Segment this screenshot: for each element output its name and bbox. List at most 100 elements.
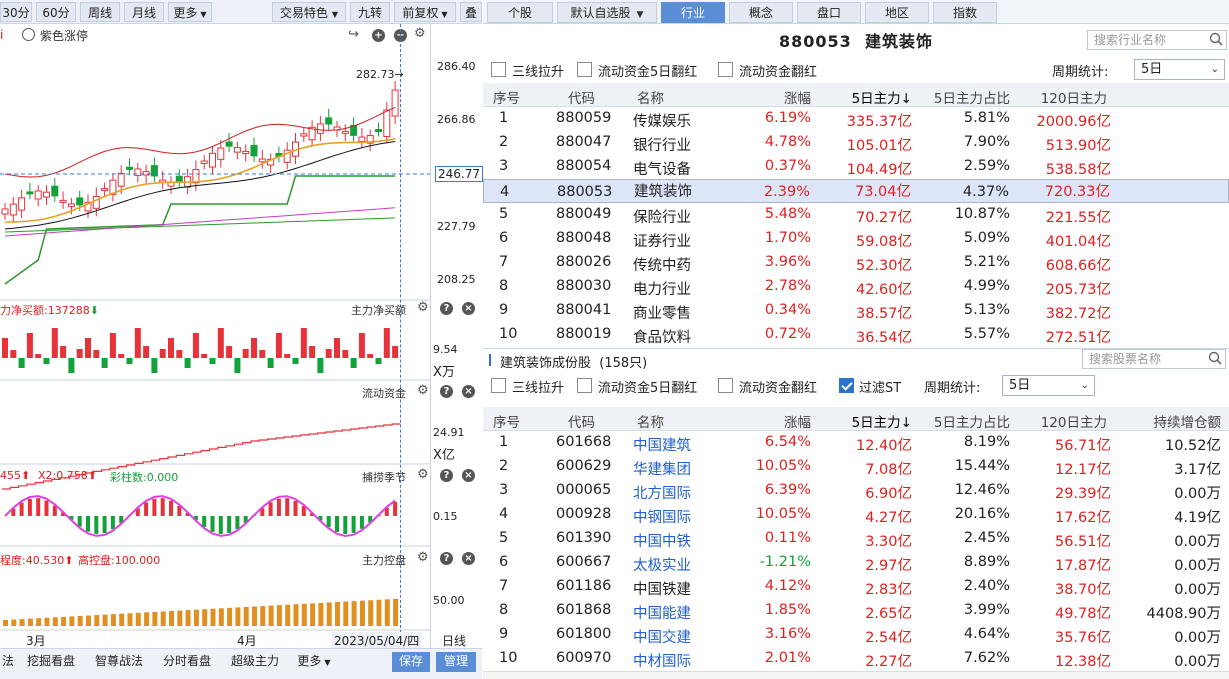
- help-icon[interactable]: ?: [440, 552, 453, 565]
- kline-chart[interactable]: [0, 24, 430, 648]
- flow5-red-checkbox[interactable]: [577, 62, 592, 77]
- table-row[interactable]: 10 600970 中材国际 2.01% 2.27亿 7.62% 12.38亿 0.00万: [483, 647, 1229, 671]
- help-icon[interactable]: ?: [440, 302, 453, 315]
- help-icon[interactable]: ?: [440, 385, 453, 398]
- col-header[interactable]: 名称: [637, 415, 664, 431]
- table-row[interactable]: 3 880054 电气设备 0.37% 104.49亿 2.59% 538.58亿: [483, 155, 1229, 179]
- col-header[interactable]: 序号: [493, 91, 520, 107]
- col-header[interactable]: 代码: [568, 91, 595, 107]
- period-30min-button[interactable]: 30分: [0, 2, 32, 22]
- period-month-button[interactable]: 月线: [124, 2, 164, 22]
- more-button[interactable]: 更多 ▼: [292, 652, 336, 672]
- table-row[interactable]: 2 600629 华建集团 10.05% 7.08亿 15.44% 12.17亿 3.17亿: [483, 455, 1229, 479]
- panel4-value-a: 程度:40.530⬆: [0, 554, 74, 567]
- tab-industry[interactable]: 行业: [661, 2, 725, 23]
- tab-concept[interactable]: 概念: [729, 2, 793, 23]
- tab-watchlist[interactable]: 默认自选股 ▼: [557, 2, 657, 23]
- trade-feature-button[interactable]: 交易特色 ▼: [272, 2, 346, 22]
- table-row[interactable]: 10 880019 食品饮料 0.72% 36.54亿 5.57% 272.51亿: [483, 323, 1229, 347]
- cell-name: 太极实业: [633, 558, 691, 574]
- gear-icon[interactable]: ⚙: [414, 26, 426, 41]
- col-header[interactable]: 涨幅: [784, 91, 811, 107]
- manage-button[interactable]: 管理: [436, 652, 476, 672]
- strategy-button[interactable]: 法: [1, 654, 14, 668]
- table-row[interactable]: 7 880026 传统中药 3.96% 52.30亿 5.21% 608.66亿: [483, 251, 1229, 275]
- cell-5d-ratio: 12.46%: [954, 482, 1010, 498]
- table-row[interactable]: 3 000065 北方国际 6.39% 6.90亿 12.46% 29.39亿 0.00万: [483, 479, 1229, 503]
- col-header[interactable]: 5日主力占比: [933, 415, 1010, 431]
- more-periods-button[interactable]: 更多 ▼: [168, 2, 212, 22]
- zoom-in-icon[interactable]: +: [372, 29, 385, 42]
- chart-pane[interactable]: 30分 60分 周线 月线 更多 ▼ 交易特色 ▼ 九转 前复权 ▼ 叠 i 紫色涨停…: [0, 0, 483, 679]
- help-icon[interactable]: ?: [440, 469, 453, 482]
- save-button[interactable]: 保存: [392, 652, 430, 672]
- col-header[interactable]: 序号: [493, 415, 520, 431]
- close-icon[interactable]: ×: [462, 552, 475, 565]
- period-select[interactable]: 5日 ⌄: [1002, 375, 1095, 396]
- intraday-view-button[interactable]: 分时看盘: [162, 654, 211, 668]
- tab-region[interactable]: 地区: [865, 2, 929, 23]
- control-bar: [135, 612, 141, 626]
- table-row[interactable]: 6 880048 证券行业 1.70% 59.08亿 5.09% 401.04亿: [483, 227, 1229, 251]
- target-icon[interactable]: [22, 28, 35, 41]
- col-header[interactable]: 120日主力: [1040, 91, 1107, 107]
- filter-st-checkbox[interactable]: [839, 378, 854, 393]
- gear-icon[interactable]: ⚙: [417, 300, 429, 315]
- cell-name: 北方国际: [633, 486, 691, 502]
- close-icon[interactable]: ×: [462, 469, 475, 482]
- flow-bar: [234, 358, 241, 373]
- caret-down-icon: ▼: [200, 10, 207, 19]
- fq-button[interactable]: 前复权 ▼: [394, 2, 456, 22]
- flow-red-checkbox[interactable]: [718, 62, 733, 77]
- table-row[interactable]: 5 880049 保险行业 5.48% 70.27亿 10.87% 221.55亿: [483, 203, 1229, 227]
- table-row[interactable]: 5 601390 中国中铁 0.11% 3.30亿 2.45% 56.51亿 0.00万: [483, 527, 1229, 551]
- gear-icon[interactable]: ⚙: [417, 467, 429, 482]
- table-row[interactable]: 8 880030 电力行业 2.78% 42.60亿 4.99% 205.73亿: [483, 275, 1229, 299]
- period-60min-button[interactable]: 60分: [36, 2, 76, 22]
- cell-name: 食品饮料: [633, 330, 691, 346]
- col-header[interactable]: 持续增仓额: [1153, 415, 1222, 431]
- purple-limitup-toggle[interactable]: 紫色涨停: [40, 29, 89, 43]
- table-row[interactable]: 4 880053 建筑装饰 2.39% 73.04亿 4.37% 720.33亿: [483, 179, 1229, 203]
- close-icon[interactable]: ×: [462, 385, 475, 398]
- col-header[interactable]: 120日主力: [1040, 415, 1107, 431]
- osc-bar: [268, 502, 273, 516]
- col-header[interactable]: 名称: [637, 91, 664, 107]
- tab-handicap[interactable]: 盘口: [797, 2, 861, 23]
- industry-search-input[interactable]: 搜索行业名称: [1087, 30, 1227, 50]
- table-row[interactable]: 1 880059 传媒娱乐 6.19% 335.37亿 5.81% 2000.96亿: [483, 107, 1229, 131]
- share-icon[interactable]: ↪: [348, 27, 359, 42]
- table-row[interactable]: 2 880047 银行行业 4.78% 105.01亿 7.90% 513.90亿: [483, 131, 1229, 155]
- col-header[interactable]: 5日主力占比: [933, 91, 1010, 107]
- col-header[interactable]: 涨幅: [784, 415, 811, 431]
- super-main-button[interactable]: 超级主力: [230, 654, 279, 668]
- stock-search-input[interactable]: 搜索股票名称: [1082, 349, 1226, 369]
- flow5-red-checkbox[interactable]: [577, 378, 592, 393]
- zhizun-strategy-button[interactable]: 智尊战法: [94, 654, 143, 668]
- close-icon[interactable]: ×: [462, 302, 475, 315]
- overlay-button[interactable]: 叠: [460, 2, 482, 22]
- period-week-button[interactable]: 周线: [80, 2, 120, 22]
- tab-index[interactable]: 指数: [933, 2, 997, 23]
- gear-icon[interactable]: ⚙: [417, 550, 429, 565]
- nine-turn-button[interactable]: 九转: [350, 2, 390, 22]
- three-line-checkbox[interactable]: [491, 62, 506, 77]
- flow-red-checkbox[interactable]: [718, 378, 733, 393]
- col-header-sorted[interactable]: 5日主力↓: [851, 415, 912, 431]
- table-row[interactable]: 4 000928 中钢国际 10.05% 4.27亿 20.16% 17.62亿 4.19亿: [483, 503, 1229, 527]
- table-row[interactable]: 6 600667 太极实业 -1.21% 2.97亿 8.89% 17.87亿 0.00万: [483, 551, 1229, 575]
- candle-body: [18, 197, 26, 211]
- period-select[interactable]: 5日 ⌄: [1134, 59, 1225, 80]
- table-row[interactable]: 9 601800 中国交建 3.16% 2.54亿 4.64% 35.76亿 0.00万: [483, 623, 1229, 647]
- gear-icon[interactable]: ⚙: [417, 383, 429, 398]
- col-header[interactable]: 代码: [568, 415, 595, 431]
- table-row[interactable]: 8 601868 中国能建 1.85% 2.65亿 3.99% 49.78亿 4408.90万: [483, 599, 1229, 623]
- table-row[interactable]: 7 601186 中国铁建 4.12% 2.83亿 2.40% 38.70亿 0.00万: [483, 575, 1229, 599]
- dig-view-button[interactable]: 挖掘看盘: [26, 654, 75, 668]
- table-row[interactable]: 1 601668 中国建筑 6.54% 12.40亿 8.19% 56.71亿 10.52亿: [483, 431, 1229, 455]
- tab-stock[interactable]: 个股: [487, 2, 553, 23]
- col-header-sorted[interactable]: 5日主力↓: [851, 91, 912, 107]
- cell-change: -1.21%: [759, 554, 811, 570]
- table-row[interactable]: 9 880041 商业零售 0.34% 38.57亿 5.13% 382.72亿: [483, 299, 1229, 323]
- three-line-checkbox[interactable]: [491, 378, 506, 393]
